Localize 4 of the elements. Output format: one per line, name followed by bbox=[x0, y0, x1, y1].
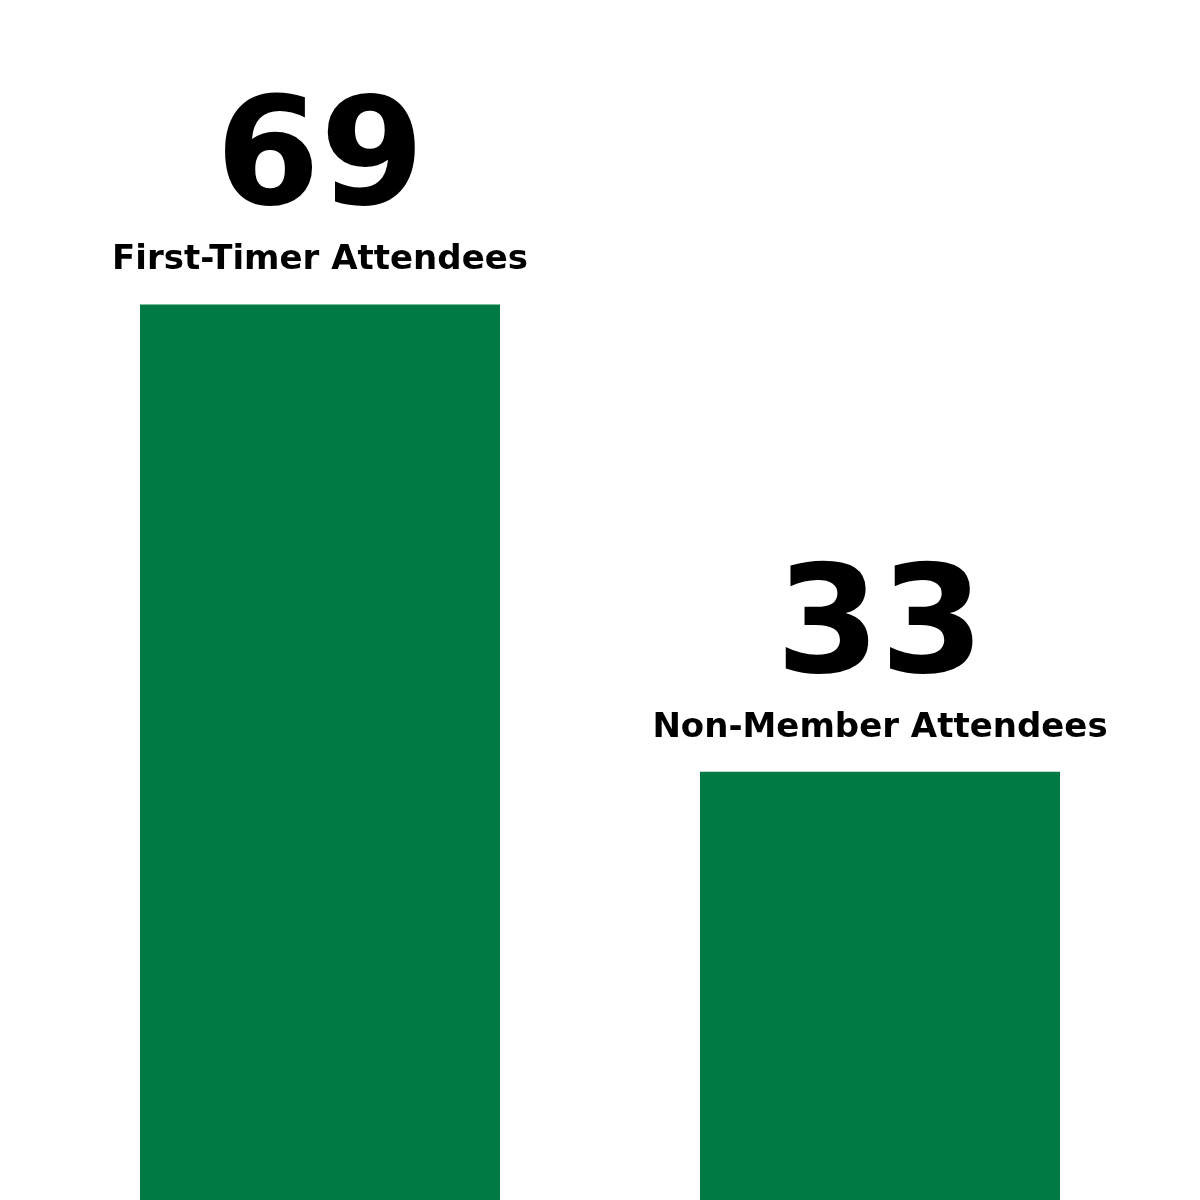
x-tick-label: Non-Member Attendees bbox=[652, 704, 1108, 745]
x-tick-label: First-Timer Attendees bbox=[112, 237, 528, 278]
data-label: 33 bbox=[775, 532, 985, 707]
data-label: 69 bbox=[215, 65, 425, 240]
